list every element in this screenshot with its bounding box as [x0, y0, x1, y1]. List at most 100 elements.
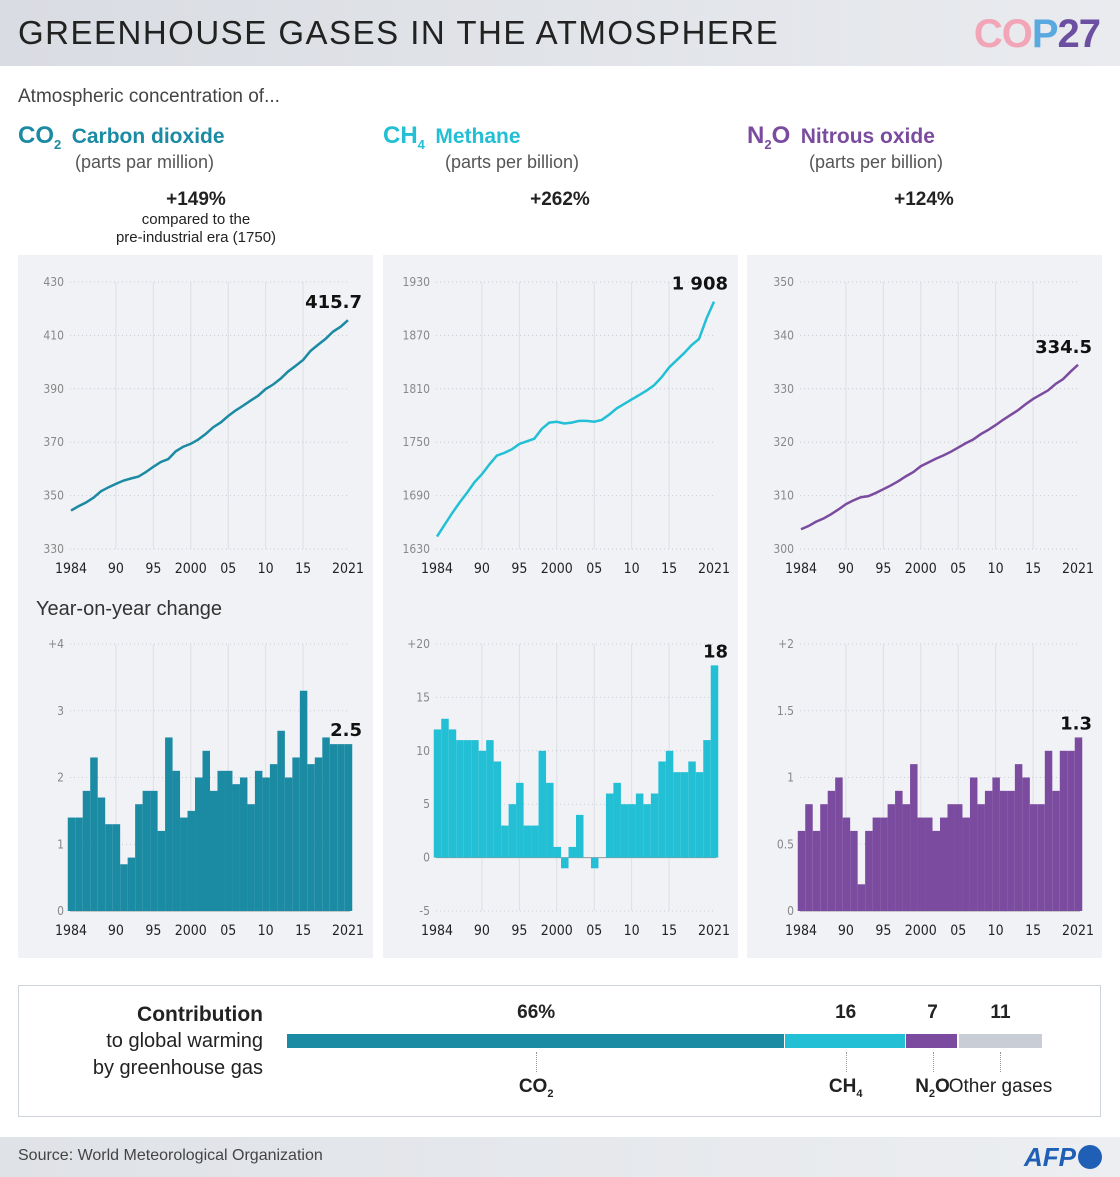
co2-formula: CO2: [18, 122, 62, 152]
ch4-yoy-bar: [635, 793, 644, 858]
ch4-yoy-bar: [516, 782, 524, 858]
co2-contribution-name: CO2: [518, 1076, 554, 1100]
co2-yoy-bar: [82, 790, 91, 911]
co2-xtick-label: 2000: [175, 561, 207, 577]
ch4-concentration-line: [435, 301, 716, 538]
other-contribution-value: 11: [990, 1002, 1011, 1023]
ch4-yoy-bar: [703, 740, 711, 858]
n2o-yoy-bar: [1037, 804, 1045, 911]
ch4-yoy-bar: [553, 846, 562, 858]
ch4-yoy-bar: [665, 750, 674, 858]
n2o-ytick-label: +2: [778, 637, 794, 651]
n2o-yoy-bar: [925, 817, 933, 911]
n2o-name: Nitrous oxide: [800, 125, 935, 148]
ch4-ytick-label: 1810: [403, 382, 431, 396]
ch4-yoy-bar: [695, 772, 704, 858]
n2o-yoy-bar: [1059, 750, 1068, 911]
co2-xtick-label: 2021: [332, 923, 364, 939]
ch4-unit: (parts per billion): [445, 151, 580, 172]
ch4-yoy-bar: [508, 804, 517, 858]
n2o-yoy-bar: [850, 830, 858, 911]
n2o-yoy-bar: [940, 817, 948, 911]
n2o-yoy-bar: [865, 830, 873, 911]
n2o-end-label: 1.3: [1060, 713, 1092, 734]
co2-yoy-bar: [337, 744, 345, 911]
co2-yoy-bar: [157, 830, 166, 911]
ch4-yoy-bar: [523, 825, 532, 858]
ch4-xtick-label: 15: [661, 923, 677, 939]
co2-concentration-line: [70, 319, 349, 512]
n2o-xtick-label: 90: [838, 561, 854, 577]
ch4-formula: CH4: [383, 122, 425, 152]
n2o-ytick-label: 1.5: [777, 704, 794, 718]
n2o-yoy-bar: [835, 777, 843, 911]
contribution-line2: to global warming: [106, 1030, 263, 1052]
co2-yoy-bar: [232, 784, 240, 911]
ch4-xtick-label: 2021: [698, 923, 730, 939]
n2o-connector: [932, 1052, 934, 1072]
afp-logo: AFP: [1024, 1142, 1102, 1173]
co2-xtick-label: 90: [108, 561, 124, 577]
n2o-ytick-label: 330: [773, 382, 794, 396]
ch4-yoy-bar: [605, 793, 614, 858]
contribution-box: [18, 985, 1101, 1117]
ch4-xtick-label: 90: [474, 923, 490, 939]
ch4-yoy-bar: [688, 761, 696, 858]
co2-change: +149%: [166, 189, 226, 210]
ch4-yoy-bar: [531, 825, 539, 858]
ch4-xtick-label: 2000: [541, 923, 573, 939]
ch4-yoy-bar: [628, 804, 636, 858]
n2o-formula: N2O: [747, 122, 791, 152]
ch4-yoy-bar: [546, 782, 554, 858]
contribution-title: Contribution: [137, 1003, 263, 1026]
n2o-contribution-value: 7: [927, 1002, 938, 1023]
ch4-xtick-label: 90: [474, 561, 490, 577]
n2o-yoy-bar: [932, 830, 940, 911]
co2-xtick-label: 1984: [55, 561, 87, 577]
n2o-xtick-label: 2021: [1062, 923, 1094, 939]
n2o-yoy-bar: [842, 817, 851, 911]
co2-xtick-label: 1984: [55, 923, 87, 939]
n2o-yoy-bar: [880, 817, 888, 911]
n2o-ytick-label: 340: [773, 328, 794, 342]
n2o-xtick-label: 05: [950, 561, 966, 577]
ch4-yoy-bar: [433, 729, 442, 858]
ch4-ytick-label: 10: [416, 744, 430, 758]
ch4-ytick-label: +20: [407, 637, 430, 651]
co2-yoy-bar: [142, 790, 151, 911]
ch4-contribution-bar: [785, 1034, 905, 1048]
n2o-yoy-bar: [992, 777, 1000, 911]
ch4-xtick-label: 15: [661, 561, 677, 577]
co2-yoy-bar: [307, 764, 315, 911]
ch4-yoy-bar: [650, 793, 659, 858]
co2-yoy-bar: [120, 864, 128, 911]
co2-xtick-label: 15: [295, 923, 311, 939]
co2-yoy-bar: [314, 757, 323, 911]
n2o-yoy-bar: [1052, 790, 1060, 911]
n2o-xtick-label: 1984: [785, 923, 817, 939]
ch4-ytick-label: 1630: [403, 542, 431, 556]
co2-ytick-label: 430: [43, 275, 64, 289]
co2-contribution-value: 66%: [517, 1002, 556, 1023]
footer-bar: [0, 1137, 1120, 1177]
ch4-yoy-bar: [456, 740, 464, 858]
n2o-xtick-label: 2021: [1062, 561, 1094, 577]
co2-ytick-label: 330: [43, 542, 64, 556]
header-bar: [0, 0, 1120, 66]
co2-yoy-bar: [299, 690, 308, 911]
n2o-ytick-label: 0.5: [777, 837, 794, 851]
ch4-yoy-bar: [576, 814, 584, 858]
ch4-yoy-bar: [486, 740, 494, 858]
co2-xtick-label: 95: [145, 923, 161, 939]
n2o-yoy-bar: [999, 790, 1008, 911]
co2-xtick-label: 90: [108, 923, 124, 939]
ch4-yoy-bar: [471, 740, 479, 858]
co2-ytick-label: 3: [57, 704, 64, 718]
ch4-xtick-label: 1984: [421, 561, 453, 577]
ch4-ytick-label: 5: [423, 797, 430, 811]
co2-ytick-label: 2: [57, 771, 64, 785]
n2o-ytick-label: 310: [773, 489, 794, 503]
co2-end-label: 2.5: [330, 720, 362, 741]
co2-yoy-bar: [344, 744, 353, 911]
co2-ytick-label: 1: [57, 837, 64, 851]
